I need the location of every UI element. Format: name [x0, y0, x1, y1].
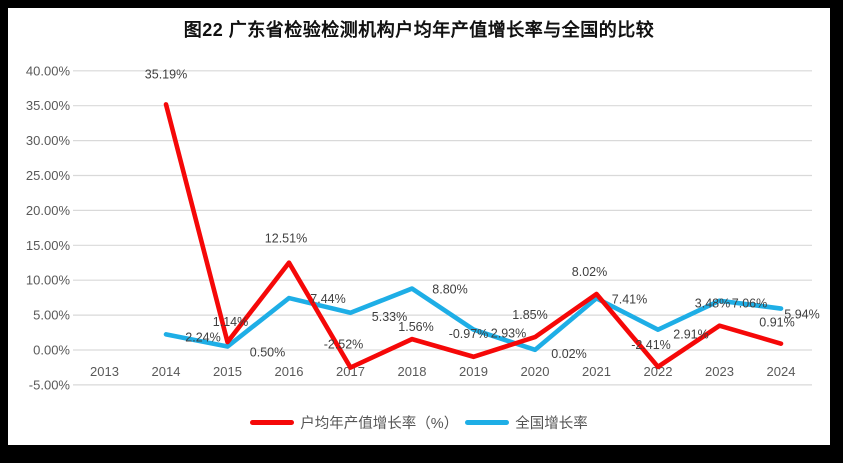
data-label: 8.02%	[572, 265, 607, 279]
x-tick-label: 2019	[459, 364, 488, 379]
data-label: 0.91%	[759, 316, 794, 330]
legend-swatch-blue-line	[465, 420, 510, 425]
series-line-guangdong	[163, 102, 784, 370]
data-label: -0.97%	[449, 327, 489, 341]
legend-item-guangdong: 户均年产值增长率（%）	[250, 412, 458, 433]
x-tick-label: 2022	[644, 364, 673, 379]
y-tick-label: 40.00%	[26, 63, 71, 78]
data-label: 7.41%	[612, 292, 647, 306]
y-tick-label: 35.00%	[26, 98, 71, 113]
data-label: -2.41%	[631, 338, 671, 352]
y-tick-label: 5.00%	[33, 308, 70, 323]
data-label: 7.44%	[310, 292, 345, 306]
data-label: 1.56%	[398, 320, 433, 334]
y-tick-label: 0.00%	[33, 343, 70, 358]
data-label: 5.33%	[372, 310, 407, 324]
chart-panel: 图22 广东省检验检测机构户均年产值增长率与全国的比较 40.00% 35.00%…	[8, 8, 830, 445]
data-label: 5.94%	[784, 308, 819, 322]
data-label: 1.14%	[213, 315, 248, 329]
y-tick-label: 15.00%	[26, 238, 71, 253]
plot-area: 40.00% 35.00% 30.00% 25.00% 20.00% 15.00% 10.0…	[26, 63, 820, 392]
data-label: -2.52%	[324, 338, 364, 352]
y-tick-label: -5.00%	[29, 377, 71, 392]
legend-item-national: 全国增长率	[465, 412, 588, 433]
x-tick-label: 2018	[398, 364, 427, 379]
x-tick-label: 2023	[705, 364, 734, 379]
x-tick-label: 2013	[90, 364, 119, 379]
legend-swatch-red-line	[250, 420, 295, 425]
x-tick-label: 2020	[521, 364, 550, 379]
x-tick-label: 2016	[275, 364, 304, 379]
y-tick-label: 25.00%	[26, 168, 71, 183]
data-label: 1.85%	[512, 308, 547, 322]
x-tick-label: 2024	[767, 364, 796, 379]
data-label: 0.50%	[250, 346, 285, 360]
series-line-national	[163, 286, 784, 353]
data-label: 3.48%	[695, 297, 730, 311]
data-label: 2.91%	[673, 328, 708, 342]
legend: 户均年产值增长率（%） 全国增长率	[8, 412, 830, 433]
y-tick-label: 10.00%	[26, 273, 71, 288]
y-tick-label: 20.00%	[26, 203, 71, 218]
data-label: 0.02%	[551, 347, 586, 361]
data-label: 12.51%	[265, 232, 307, 246]
data-label: 7.06%	[732, 297, 767, 311]
data-label: 2.24%	[185, 330, 220, 344]
data-label: 2.93%	[491, 327, 526, 341]
y-tick-label: 30.00%	[26, 133, 71, 148]
chart-title: 图22 广东省检验检测机构户均年产值增长率与全国的比较	[183, 20, 655, 40]
data-label: 8.80%	[432, 283, 467, 297]
x-tick-label: 2015	[213, 364, 242, 379]
x-tick-label: 2021	[582, 364, 611, 379]
x-tick-label: 2017	[336, 364, 365, 379]
data-label: 35.19%	[145, 67, 187, 81]
x-tick-label: 2014	[152, 364, 181, 379]
legend-label-guangdong: 户均年产值增长率（%）	[300, 416, 459, 432]
legend-label-national: 全国增长率	[515, 416, 588, 432]
